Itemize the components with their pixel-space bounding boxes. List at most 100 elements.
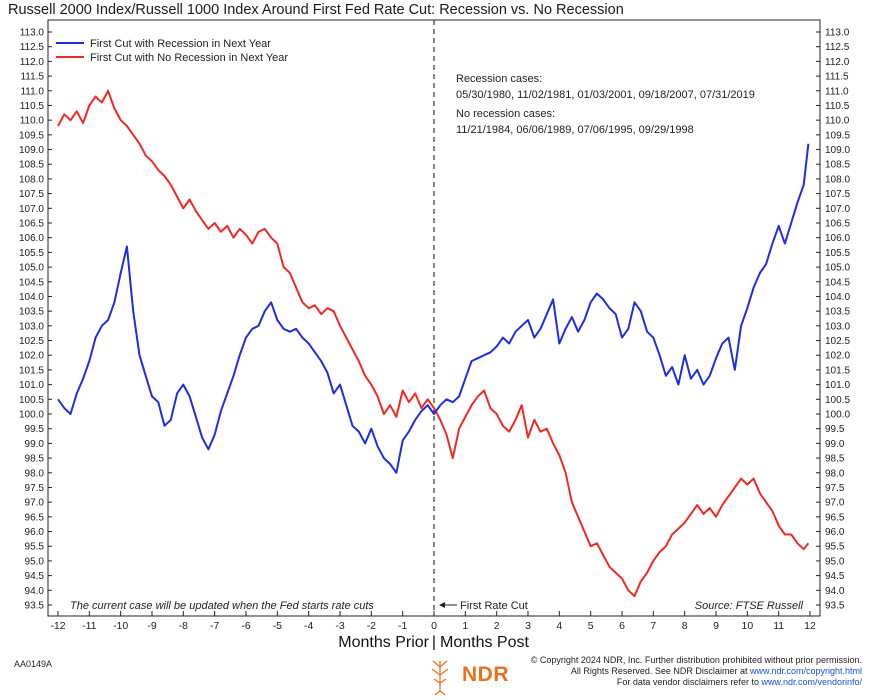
y-tick-label-right: 110.5 <box>825 101 850 112</box>
y-tick-label-right: 107.5 <box>825 189 850 200</box>
y-tick-label-left: 100.0 <box>19 410 44 421</box>
y-tick-label-left: 106.0 <box>19 233 44 244</box>
y-tick-label-left: 111.5 <box>20 72 44 83</box>
y-tick-label-right: 108.5 <box>825 160 850 171</box>
x-tick-label: 0 <box>431 620 437 632</box>
y-tick-label-left: 107.5 <box>19 189 44 200</box>
x-tick-label: 4 <box>556 620 562 632</box>
legend: First Cut with Recession in Next Year Fi… <box>56 38 288 64</box>
y-tick-label-left: 102.5 <box>19 336 44 347</box>
y-tick-label-left: 96.0 <box>25 527 45 538</box>
copyright-block: © Copyright 2024 NDR, Inc. Further distr… <box>531 655 862 688</box>
y-tick-label-right: 111.0 <box>825 86 849 97</box>
y-tick-label-right: 107.0 <box>825 204 850 215</box>
y-tick-label-left: 97.0 <box>25 498 45 509</box>
y-tick-label-left: 94.0 <box>25 586 45 597</box>
x-tick-label: 9 <box>713 620 719 632</box>
x-tick-label: -3 <box>335 620 344 632</box>
no-recession-cases-dates: 11/21/1984, 06/06/1989, 07/06/1995, 09/2… <box>456 124 694 136</box>
y-tick-label-right: 94.5 <box>825 571 845 582</box>
y-tick-label-left: 103.5 <box>19 307 44 318</box>
y-tick-label-left: 94.5 <box>25 571 45 582</box>
y-tick-label-left: 105.5 <box>19 248 44 259</box>
y-tick-label-left: 104.5 <box>19 277 44 288</box>
y-tick-label-right: 106.0 <box>825 233 850 244</box>
y-tick-label-right: 104.0 <box>825 292 850 303</box>
x-tick-label: -7 <box>210 620 219 632</box>
y-tick-label-left: 102.0 <box>19 351 44 362</box>
y-axis-left: 113.0 112.5 112.0 111.5 111.0 110.5 110.0 109.5… <box>19 28 52 612</box>
chart-id: AA0149A <box>14 659 53 669</box>
y-tick-label-left: 108.5 <box>19 160 44 171</box>
x-tick-label: -11 <box>82 620 97 632</box>
x-tick-label: 5 <box>588 620 594 632</box>
y-tick-label-left: 106.5 <box>19 219 44 230</box>
y-tick-label-right: 105.0 <box>825 263 850 274</box>
copyright-line-3: For data vendor disclaimers refer to www… <box>531 677 862 688</box>
y-tick-label-left: 113.0 <box>20 28 45 39</box>
copyright-link[interactable]: www.ndr.com/copyright.html <box>749 666 862 676</box>
y-tick-label-left: 100.5 <box>19 395 44 406</box>
y-tick-label-right: 108.0 <box>825 174 850 185</box>
y-tick-label-left: 112.0 <box>20 57 45 68</box>
y-tick-label-left: 112.5 <box>20 42 45 53</box>
y-tick-label-right: 93.5 <box>825 601 845 612</box>
y-tick-label-left: 108.0 <box>19 174 44 185</box>
xlabel-separator: | <box>432 634 436 650</box>
ndr-logo-icon <box>431 660 449 696</box>
y-tick-label-left: 98.5 <box>25 454 45 465</box>
first-rate-cut-label: First Rate Cut <box>460 600 528 612</box>
y-tick-label-right: 111.5 <box>825 72 849 83</box>
x-tick-label: 11 <box>773 620 784 632</box>
no-recession-cases-header: No recession cases: <box>456 108 555 120</box>
recession-cases-header: Recession cases: <box>456 73 542 85</box>
y-tick-label-right: 105.5 <box>825 248 850 259</box>
y-tick-label-left: 111.0 <box>20 86 44 97</box>
series-recession-line <box>57 143 810 474</box>
y-tick-label-left: 101.5 <box>19 365 44 376</box>
x-tick-label: -2 <box>367 620 376 632</box>
y-tick-label-left: 105.0 <box>19 263 44 274</box>
y-tick-label-right: 106.5 <box>825 219 850 230</box>
y-tick-label-left: 96.5 <box>25 512 45 523</box>
y-tick-label-right: 104.5 <box>825 277 850 288</box>
x-tick-label: 6 <box>619 620 625 632</box>
legend-label-recession: First Cut with Recession in Next Year <box>90 38 271 50</box>
vendor-info-link[interactable]: www.ndr.com/vendorinfo/ <box>761 677 862 687</box>
y-tick-label-right: 96.5 <box>825 512 845 523</box>
x-axis: -12 -11 -10 -9 -8 -7 -6 -5 -4 -3 -2 -1 0 1 2 3 4 5 6 7 8 9 10 1… <box>50 611 816 632</box>
y-tick-label-right: 101.5 <box>825 365 850 376</box>
copyright-line-1: © Copyright 2024 NDR, Inc. Further distr… <box>530 655 862 665</box>
legend-label-no-recession: First Cut with No Recession in Next Year <box>90 52 288 64</box>
y-tick-label-right: 98.0 <box>825 468 845 479</box>
x-tick-label: 10 <box>741 620 753 632</box>
y-tick-label-right: 98.5 <box>825 454 845 465</box>
y-tick-label-right: 97.5 <box>825 483 845 494</box>
y-tick-label-left: 95.5 <box>25 542 45 553</box>
y-tick-label-right: 102.0 <box>825 351 850 362</box>
y-tick-label-right: 99.0 <box>825 439 845 450</box>
y-tick-label-right: 103.5 <box>825 307 850 318</box>
y-tick-label-right: 96.0 <box>825 527 845 538</box>
y-tick-label-left: 95.0 <box>25 556 45 567</box>
y-axis-right: 113.0 112.5 112.0 111.5 111.0 110.5 110.0 109.5… <box>816 28 850 612</box>
y-tick-label-right: 100.0 <box>825 410 850 421</box>
y-tick-label-right: 95.0 <box>825 556 845 567</box>
first-rate-cut-arrowhead <box>439 602 445 608</box>
y-tick-label-right: 97.0 <box>825 498 845 509</box>
xlabel-months-post: Months Post <box>440 634 529 650</box>
y-tick-label-left: 99.0 <box>25 439 45 450</box>
xlabel-months-prior: Months Prior <box>338 634 429 650</box>
x-tick-label: 3 <box>525 620 531 632</box>
x-tick-label: -10 <box>113 620 128 632</box>
y-tick-label-right: 112.0 <box>825 57 850 68</box>
y-tick-label-left: 104.0 <box>19 292 44 303</box>
x-tick-label: 12 <box>804 620 816 632</box>
y-tick-label-left: 101.0 <box>19 380 44 391</box>
y-tick-label-right: 94.0 <box>825 586 845 597</box>
x-tick-label: 8 <box>682 620 688 632</box>
x-tick-label: -1 <box>398 620 407 632</box>
y-tick-label-left: 107.0 <box>19 204 44 215</box>
y-tick-label-right: 109.5 <box>825 130 850 141</box>
y-tick-label-left: 110.5 <box>20 101 45 112</box>
